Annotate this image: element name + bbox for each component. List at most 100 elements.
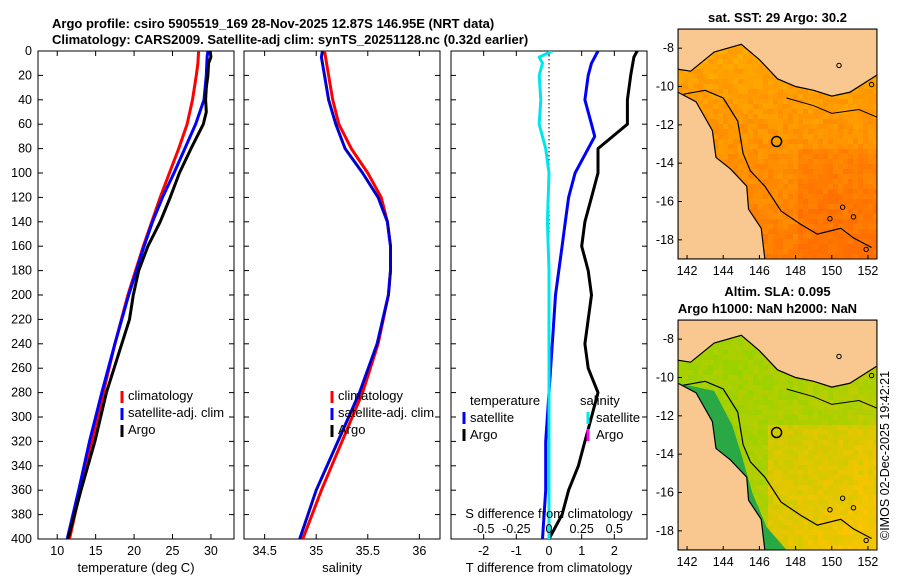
sla_map-cell: [808, 520, 814, 526]
sla_map-cell: [773, 385, 779, 391]
sst_map-cell: [768, 179, 774, 185]
sst_map-cell: [783, 84, 789, 90]
sst_map-cell: [868, 89, 874, 95]
sst_map-cell: [773, 149, 779, 155]
sla_map-cell: [778, 535, 784, 541]
sla_map-cell: [808, 430, 814, 436]
sst_map-cell: [858, 129, 864, 135]
sst_map-cell: [723, 159, 729, 165]
sla_map-cell: [763, 500, 769, 506]
sla_map-cell: [688, 370, 694, 376]
sla_map-cell: [803, 545, 809, 550]
sla_map-cell: [748, 360, 754, 366]
sst_map-cell: [733, 114, 739, 120]
sst_map-cell: [808, 94, 814, 100]
sla_map-cell: [808, 410, 814, 416]
sla_map-cell: [773, 375, 779, 381]
sst_map-cell: [843, 159, 849, 165]
sla_map-cell: [728, 375, 734, 381]
sst_map-cell: [863, 139, 869, 145]
sst_map-cell: [738, 159, 744, 165]
sst_map-cell: [803, 174, 809, 180]
sla_map-cell: [723, 350, 729, 356]
sla_map-cell: [828, 475, 834, 481]
sst_map-cell: [793, 94, 799, 100]
sst_map-cell: [873, 159, 877, 165]
sst_map-cell: [733, 64, 739, 70]
sst_map-cell: [743, 154, 749, 160]
sst_map-cell: [853, 239, 859, 245]
sst_map-cell: [778, 254, 784, 259]
sst_map-cell: [718, 149, 724, 155]
sla_map-cell: [743, 450, 749, 456]
sst_map-cell: [828, 194, 834, 200]
sla_map-cell: [773, 480, 779, 486]
sla_map-cell: [853, 450, 859, 456]
sst_map-cell: [723, 114, 729, 120]
sst_map-cell: [848, 94, 854, 100]
sst_map-cell: [728, 99, 734, 105]
sla_map-cell: [803, 405, 809, 411]
sla_map-cell: [763, 515, 769, 521]
sla_map-cell: [738, 370, 744, 376]
sst_map-cell: [833, 194, 839, 200]
sst_map-cell: [813, 174, 819, 180]
sst_map-cell: [833, 104, 839, 110]
sst_map-cell: [808, 174, 814, 180]
sla_map-cell: [733, 410, 739, 416]
sst_map-cell: [698, 94, 704, 100]
sla_map-cell: [873, 410, 877, 416]
sst_map-cell: [833, 234, 839, 240]
depth-tick-label: 300: [11, 410, 32, 424]
sla_map-cell: [753, 425, 759, 431]
sla_map-cell: [738, 335, 744, 341]
sla_map-cell: [763, 485, 769, 491]
sla_map-cell: [778, 480, 784, 486]
sst_map-cell: [763, 174, 769, 180]
sst_map-cell: [828, 104, 834, 110]
sla_map-cell: [873, 440, 877, 446]
sst_map-cell: [843, 144, 849, 150]
difference-xtick-label: 0: [546, 544, 553, 558]
sst_map-cell: [823, 249, 829, 255]
sla_map-cell: [788, 455, 794, 461]
sst_map-cell: [858, 234, 864, 240]
sst_map-cell: [783, 184, 789, 190]
sst_map-cell: [828, 109, 834, 115]
sst_map-cell: [788, 84, 794, 90]
diff-salinity-tick-label: -0.25: [502, 522, 531, 536]
sst_map-cell: [843, 224, 849, 230]
sst_map-cell: [828, 219, 834, 225]
sla_map-cell: [788, 510, 794, 516]
sst_map-cell: [758, 79, 764, 85]
sla_map-cell: [863, 525, 869, 531]
sst_map-cell: [848, 219, 854, 225]
sla_map-cell: [728, 395, 734, 401]
sla_map-cell: [833, 465, 839, 471]
sla_map-cell: [853, 385, 859, 391]
sst_map-cell: [833, 169, 839, 175]
sla_map-cell: [748, 405, 754, 411]
sla_map-cell: [793, 460, 799, 466]
sst_map-cell: [863, 199, 869, 205]
sst_map-cell: [848, 229, 854, 235]
sla_map-cell: [718, 365, 724, 371]
sla_map-cell: [758, 420, 764, 426]
sla_map-cell: [728, 350, 734, 356]
sla_map-cell: [873, 390, 877, 396]
sla_map-cell: [763, 400, 769, 406]
sst_map-cell: [773, 189, 779, 195]
sst_map-cell: [808, 209, 814, 215]
sla_map-cell: [823, 545, 829, 550]
sla_map-cell: [858, 375, 864, 381]
sst_map-cell: [768, 174, 774, 180]
sla_map-cell: [788, 375, 794, 381]
reef-island: [863, 537, 869, 544]
sst_map-cell: [833, 144, 839, 150]
sla_map-cell: [858, 400, 864, 406]
sla_map-cell: [678, 365, 684, 371]
sst_map-cell: [718, 109, 724, 115]
sst_map-cell: [783, 194, 789, 200]
sst_map-cell: [753, 194, 759, 200]
sst_map-cell: [828, 114, 834, 120]
